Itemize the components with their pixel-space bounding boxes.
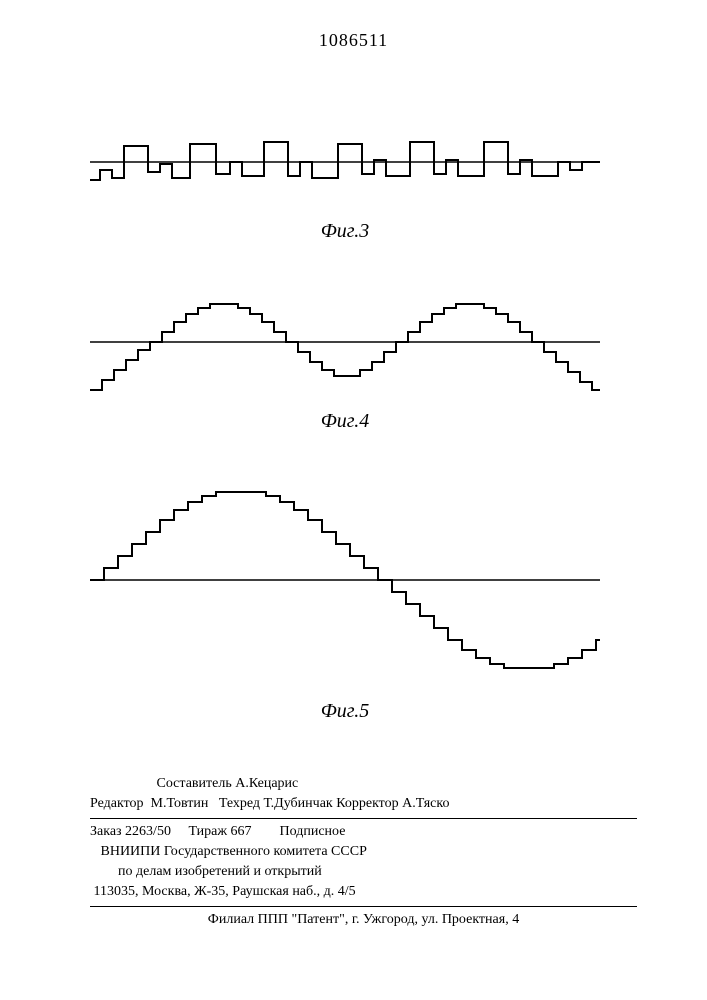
credits-line-2: Редактор М.Товтин Техред Т.Дубинчак Корр… (90, 794, 637, 814)
pub-line-4: 113035, Москва, Ж-35, Раушская наб., д. … (90, 882, 637, 902)
pub-line-3: по делам изобретений и открытий (90, 862, 637, 882)
pub-line-2: ВНИИПИ Государственного комитета СССР (90, 842, 637, 862)
waveform-chart (90, 110, 600, 220)
figure-5: Фиг.5 (90, 470, 600, 723)
page: 1086511 Фиг.3 Фиг.4 Фиг.5 Составитель А.Ке… (0, 0, 707, 1000)
print-line: Филиал ППП "Патент", г. Ужгород, ул. Про… (90, 910, 637, 930)
credits-line-1: Составитель А.Кецарис (90, 774, 637, 794)
figure-3: Фиг.3 (90, 110, 600, 243)
step-waveform (90, 142, 600, 180)
figure-label: Фиг.5 (90, 700, 600, 723)
divider (90, 818, 637, 819)
waveform-chart (90, 470, 600, 700)
pub-line-1: Заказ 2263/50 Тираж 667 Подписное (90, 822, 637, 842)
figure-label: Фиг.3 (90, 220, 600, 243)
figure-4: Фиг.4 (90, 280, 600, 433)
divider (90, 906, 637, 907)
waveform-chart (90, 280, 600, 410)
document-number: 1086511 (0, 30, 707, 51)
footer-block: Составитель А.Кецарис Редактор М.Товтин … (90, 774, 637, 930)
step-waveform (90, 304, 600, 390)
figure-label: Фиг.4 (90, 410, 600, 433)
